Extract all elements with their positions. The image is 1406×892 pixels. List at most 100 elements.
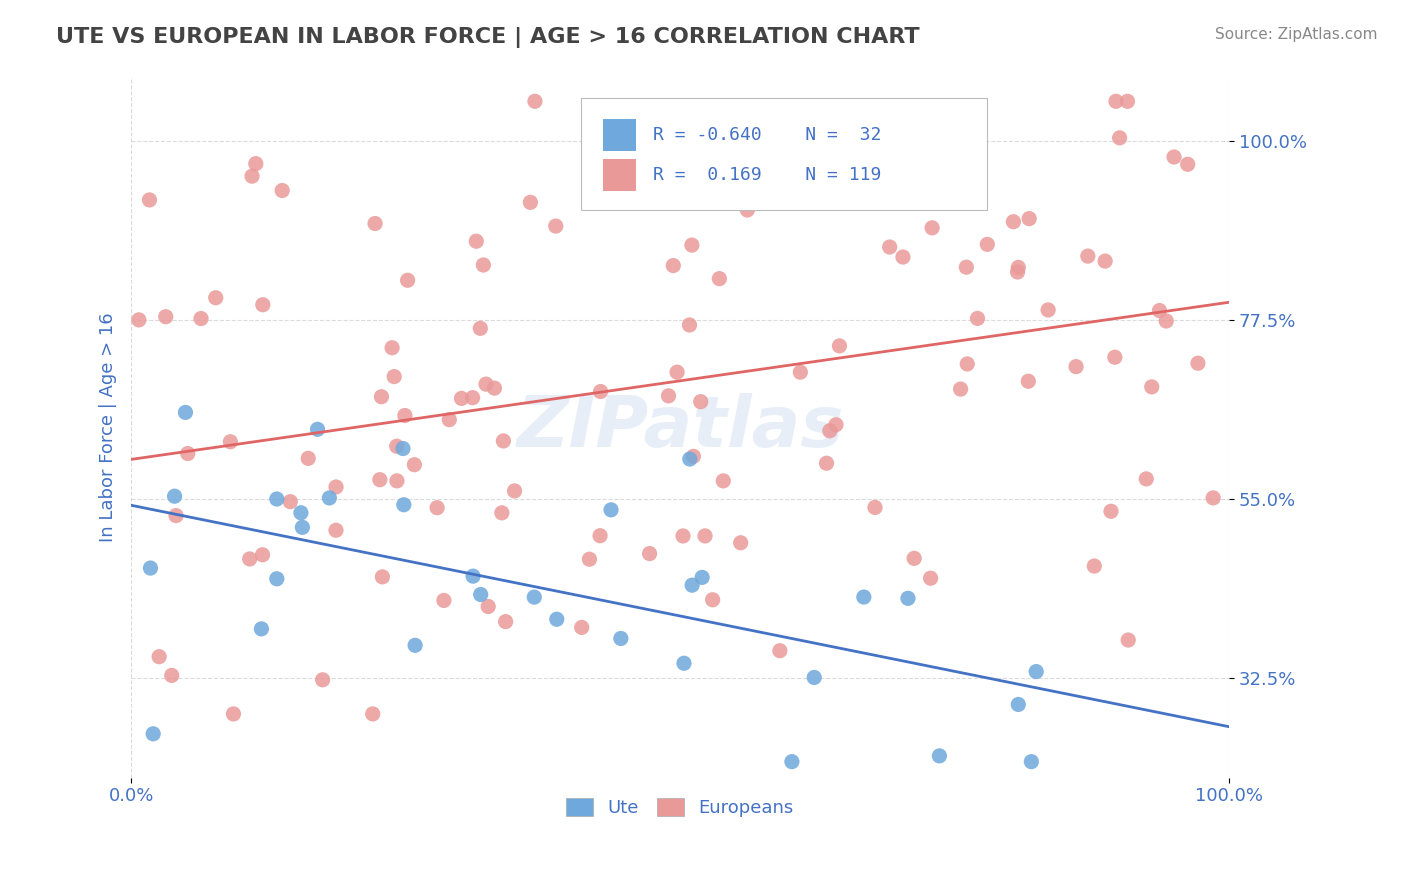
- Point: [492, 434, 515, 448]
- Point: [461, 391, 484, 405]
- Point: [815, 182, 838, 196]
- Point: [364, 217, 387, 231]
- Point: [450, 392, 472, 406]
- Point: [600, 503, 623, 517]
- Point: [1187, 356, 1209, 370]
- Point: [903, 551, 925, 566]
- Point: [385, 439, 408, 453]
- Point: [681, 238, 703, 252]
- Point: [1007, 698, 1029, 712]
- Point: [863, 500, 886, 515]
- Point: [245, 156, 267, 170]
- Point: [477, 599, 499, 614]
- Point: [439, 412, 461, 426]
- Point: [426, 500, 449, 515]
- Point: [672, 529, 695, 543]
- Point: [845, 103, 868, 117]
- Point: [491, 506, 513, 520]
- Point: [672, 657, 695, 671]
- Point: [702, 592, 724, 607]
- Point: [852, 590, 875, 604]
- Point: [307, 422, 329, 436]
- Point: [325, 480, 347, 494]
- Point: [966, 311, 988, 326]
- Point: [879, 240, 901, 254]
- Y-axis label: In Labor Force | Age > 16: In Labor Force | Age > 16: [100, 313, 117, 542]
- Legend: Ute, Europeans: Ute, Europeans: [560, 790, 801, 824]
- Point: [519, 195, 541, 210]
- Point: [190, 311, 212, 326]
- Point: [681, 578, 703, 592]
- Point: [382, 369, 405, 384]
- Text: UTE VS EUROPEAN IN LABOR FORCE | AGE > 16 CORRELATION CHART: UTE VS EUROPEAN IN LABOR FORCE | AGE > 1…: [56, 27, 920, 48]
- Point: [204, 291, 226, 305]
- Point: [1116, 95, 1139, 109]
- Point: [290, 506, 312, 520]
- Point: [1154, 314, 1177, 328]
- Point: [503, 483, 526, 498]
- Point: [1099, 504, 1122, 518]
- Point: [371, 570, 394, 584]
- Point: [361, 706, 384, 721]
- Point: [544, 219, 567, 233]
- Point: [297, 451, 319, 466]
- Point: [711, 474, 734, 488]
- Point: [928, 748, 950, 763]
- Point: [818, 424, 841, 438]
- Point: [381, 341, 404, 355]
- Point: [219, 434, 242, 449]
- Point: [730, 535, 752, 549]
- Point: [160, 668, 183, 682]
- Point: [820, 187, 842, 202]
- Point: [148, 649, 170, 664]
- Point: [689, 394, 711, 409]
- Point: [396, 273, 419, 287]
- Point: [737, 202, 759, 217]
- FancyBboxPatch shape: [603, 120, 636, 151]
- Point: [920, 571, 942, 585]
- Point: [589, 384, 612, 399]
- Point: [921, 220, 943, 235]
- Point: [240, 169, 263, 183]
- Point: [465, 234, 488, 248]
- Point: [828, 339, 851, 353]
- Point: [662, 259, 685, 273]
- Point: [638, 547, 661, 561]
- Point: [495, 615, 517, 629]
- Point: [780, 755, 803, 769]
- Point: [690, 570, 713, 584]
- Point: [1077, 249, 1099, 263]
- Point: [1177, 157, 1199, 171]
- Point: [678, 318, 700, 332]
- Point: [239, 552, 262, 566]
- Point: [142, 727, 165, 741]
- Point: [769, 644, 792, 658]
- Point: [976, 237, 998, 252]
- Point: [394, 409, 416, 423]
- Point: [709, 271, 731, 285]
- Point: [1017, 374, 1039, 388]
- Text: Source: ZipAtlas.com: Source: ZipAtlas.com: [1215, 27, 1378, 42]
- Point: [693, 529, 716, 543]
- Point: [1007, 260, 1029, 275]
- Point: [724, 142, 747, 156]
- Point: [949, 382, 972, 396]
- Point: [523, 590, 546, 604]
- Point: [897, 591, 920, 606]
- Point: [571, 620, 593, 634]
- Point: [368, 473, 391, 487]
- Point: [1140, 380, 1163, 394]
- Point: [956, 357, 979, 371]
- Point: [252, 548, 274, 562]
- Point: [1064, 359, 1087, 374]
- Point: [325, 523, 347, 537]
- Point: [177, 446, 200, 460]
- Point: [311, 673, 333, 687]
- Point: [470, 321, 492, 335]
- Point: [139, 561, 162, 575]
- Point: [891, 250, 914, 264]
- Point: [370, 390, 392, 404]
- FancyBboxPatch shape: [603, 160, 636, 191]
- Point: [392, 442, 415, 456]
- Point: [266, 572, 288, 586]
